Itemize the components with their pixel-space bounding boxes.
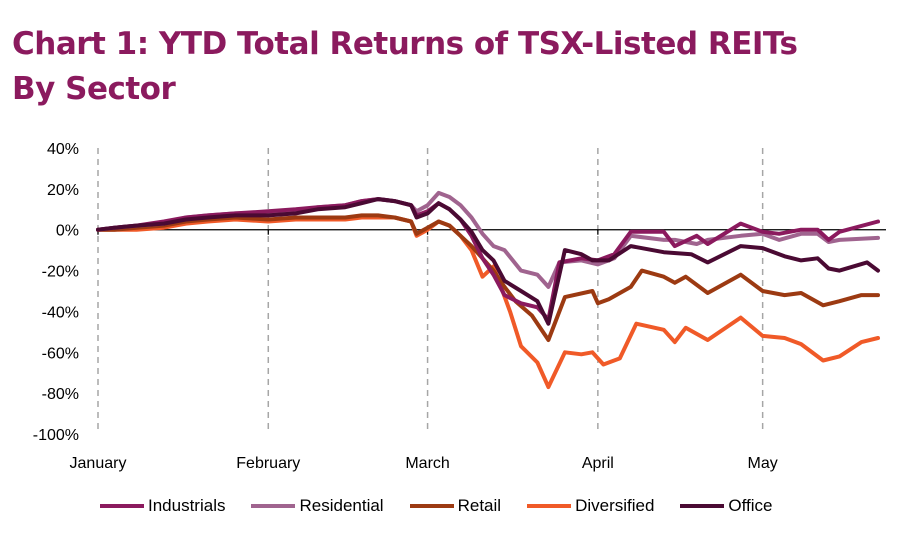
y-tick-label: 0% xyxy=(56,223,79,240)
legend-swatch xyxy=(527,504,572,508)
y-tick-label: -40% xyxy=(42,304,79,321)
series-line-industrials xyxy=(96,197,880,322)
x-tick-label: February xyxy=(236,455,300,472)
legend-swatch xyxy=(680,504,725,508)
x-tick-label: January xyxy=(70,455,127,472)
legend-label: Industrials xyxy=(148,496,226,515)
legend-item-industrials: Industrials xyxy=(100,496,225,516)
legend-label: Retail xyxy=(457,496,502,515)
legend-label: Office xyxy=(728,496,773,515)
legend-swatch xyxy=(251,504,296,508)
x-tick-label: May xyxy=(748,455,778,472)
series-line-retail xyxy=(96,213,880,342)
legend-swatch xyxy=(100,504,144,508)
x-tick-label: March xyxy=(405,455,449,472)
legend-item-retail: Retail xyxy=(409,496,502,516)
y-tick-label: -80% xyxy=(42,386,79,403)
legend-item-diversified: Diversified xyxy=(527,496,654,516)
series-line-office xyxy=(96,197,880,326)
y-tick-label: 40% xyxy=(47,141,79,158)
x-tick-label: April xyxy=(582,455,614,472)
legend: Industrials Residential Retail Diversified O… xyxy=(100,496,799,516)
y-tick-label: -20% xyxy=(42,264,79,281)
legend-item-residential: Residential xyxy=(251,496,384,516)
y-tick-label: 20% xyxy=(47,182,79,199)
legend-label: Residential xyxy=(299,496,384,515)
chart-subtitle: By Sector xyxy=(12,71,176,107)
y-tick-label: -100% xyxy=(33,427,79,444)
chart-title-line1: Chart 1: YTD Total Returns of TSX-Listed… xyxy=(12,26,798,62)
legend-label: Diversified xyxy=(575,496,655,515)
chart-title: Chart 1: YTD Total Returns of TSX-Listed… xyxy=(12,22,798,112)
series-line-residential xyxy=(96,190,880,289)
legend-swatch xyxy=(409,504,454,508)
y-tick-label: -60% xyxy=(42,345,79,362)
legend-item-office: Office xyxy=(680,496,773,516)
